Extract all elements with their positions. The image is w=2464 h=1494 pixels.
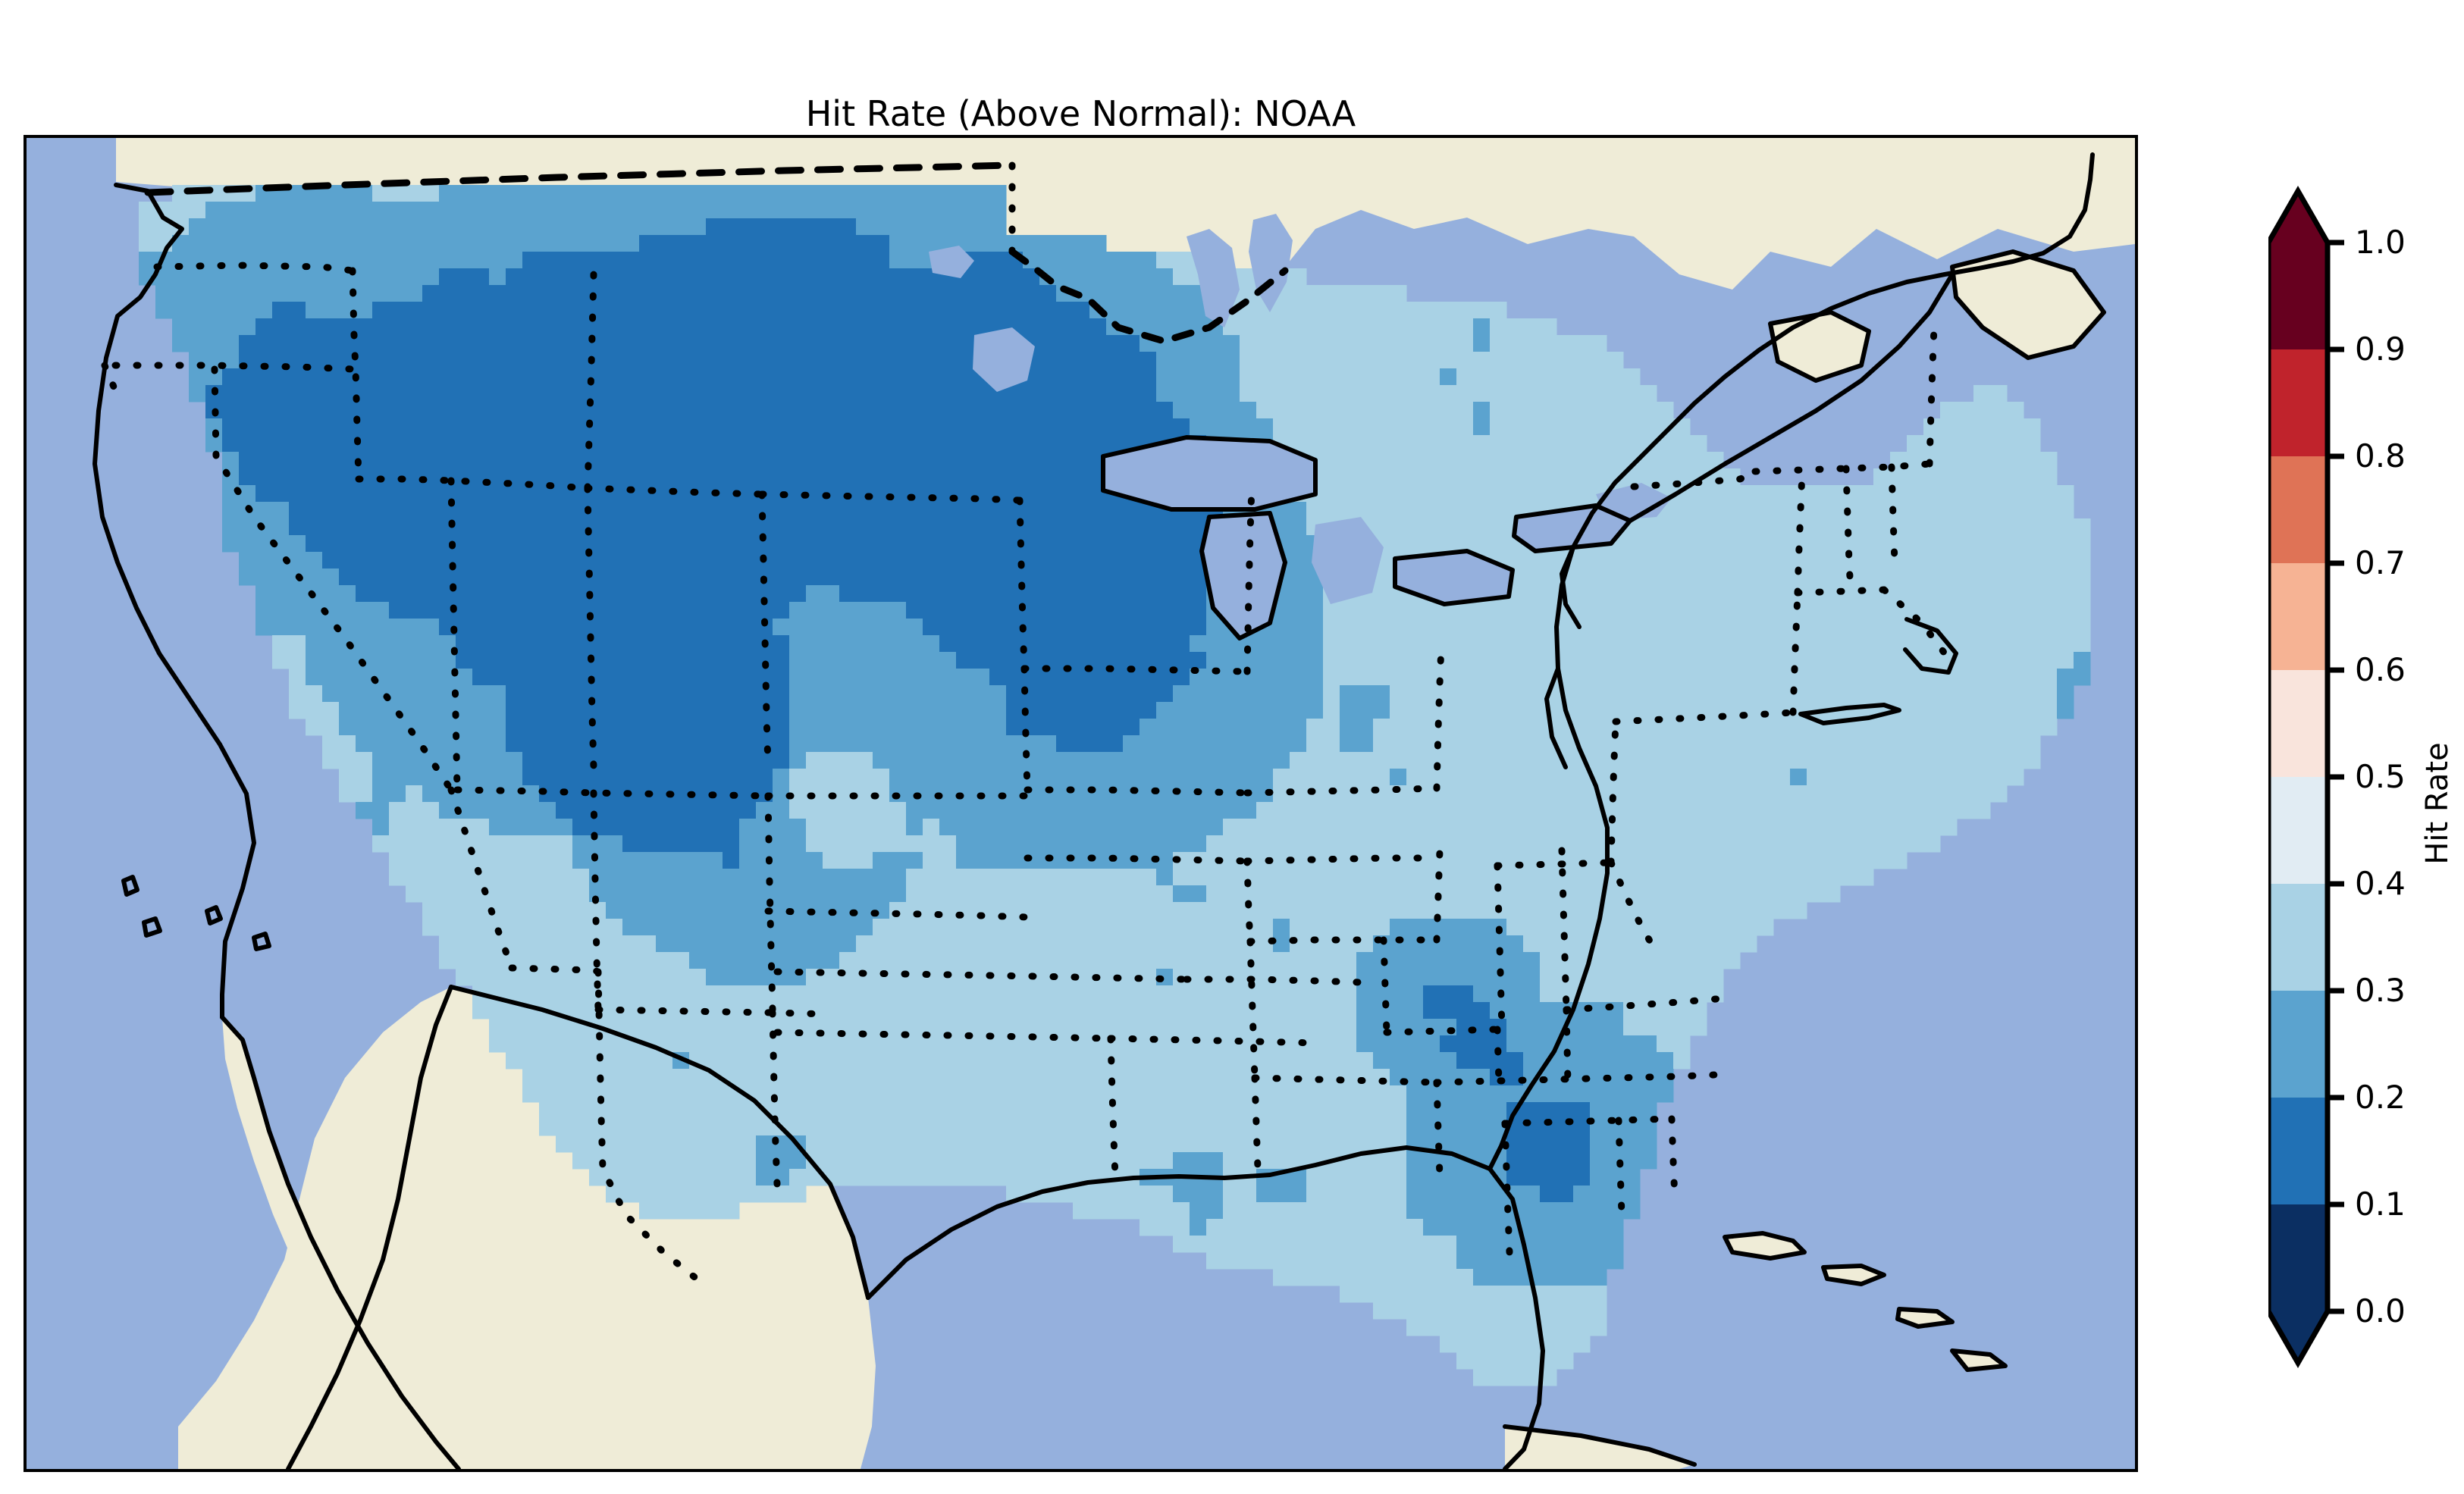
colorbar-canvas: 0.00.10.20.30.40.50.60.70.80.91.0 [2268,185,2406,1369]
colorbar-ticks: 0.00.10.20.30.40.50.60.70.80.91.0 [2328,224,2406,1330]
colorbar-axis-label: Hit Rate [2420,742,2455,865]
map-canvas [27,138,2135,1469]
state-borders [101,161,1948,1286]
colorbar-swatches [2268,185,2331,1369]
coastlines [92,152,2106,1469]
colorbar[interactable]: 0.0 0.1 0.2 0.3 0.4 0.5 0.6 0.7 0.8 0.9 1.0 Hit Ra… [2268,135,2464,1472]
title-line-1: Hit Rate (Above Normal): NOAA [805,93,1356,134]
map-axes [24,135,2138,1472]
